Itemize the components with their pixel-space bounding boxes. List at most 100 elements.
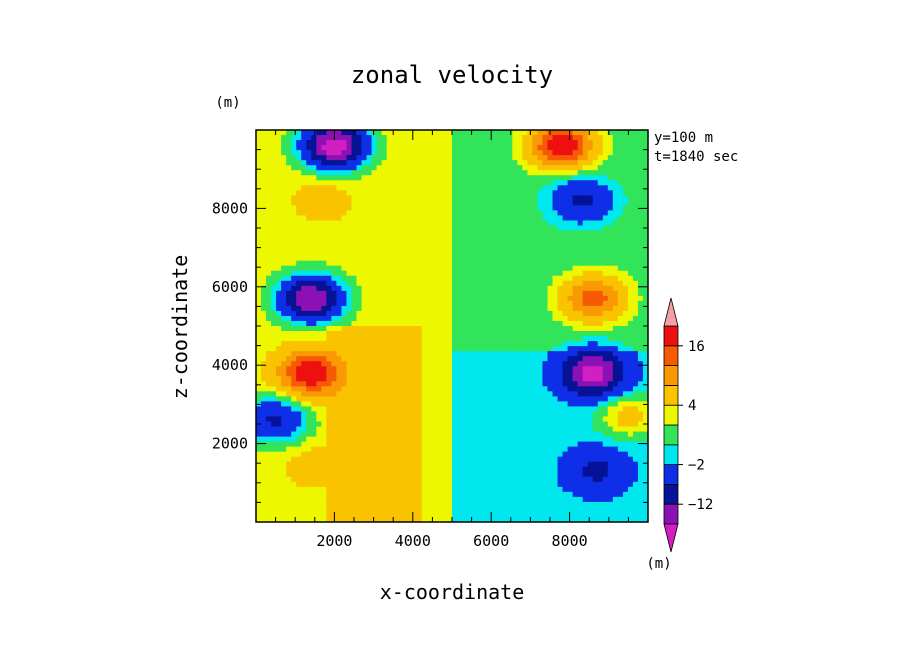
contour-cell xyxy=(286,210,292,217)
contour-cell xyxy=(557,280,564,287)
contour-cell xyxy=(452,290,458,297)
contour-cell xyxy=(446,225,453,232)
contour-cell xyxy=(376,451,383,458)
contour-cell xyxy=(331,215,338,222)
contour-cell xyxy=(452,381,458,387)
contour-cell xyxy=(401,300,408,307)
contour-cell xyxy=(467,160,473,166)
contour-cell xyxy=(542,456,549,463)
contour-cell xyxy=(276,366,282,372)
contour-cell xyxy=(301,446,307,453)
contour-cell xyxy=(497,356,503,362)
contour-cell xyxy=(517,446,523,453)
contour-cell xyxy=(562,205,569,212)
contour-cell xyxy=(441,265,448,272)
contour-cell xyxy=(431,265,438,272)
contour-cell xyxy=(472,386,478,392)
contour-cell xyxy=(271,320,277,327)
contour-cell xyxy=(411,426,418,433)
contour-cell xyxy=(271,386,277,392)
contour-cell xyxy=(446,260,453,267)
contour-cell xyxy=(286,406,292,413)
contour-cell xyxy=(557,341,564,347)
contour-cell xyxy=(321,255,327,262)
contour-cell xyxy=(296,436,302,443)
contour-cell xyxy=(296,451,302,458)
contour-cell xyxy=(492,230,498,237)
contour-cell xyxy=(316,441,322,448)
contour-cell xyxy=(281,130,287,136)
contour-cell xyxy=(507,230,513,237)
contour-cell xyxy=(381,361,388,367)
contour-cell xyxy=(301,215,307,222)
contour-cell xyxy=(411,411,418,418)
contour-cell xyxy=(477,300,483,307)
contour-cell xyxy=(572,431,579,438)
contour-cell xyxy=(271,371,277,377)
contour-cell xyxy=(507,305,513,312)
contour-cell xyxy=(532,411,539,418)
contour-cell xyxy=(361,240,368,247)
contour-cell xyxy=(487,411,493,418)
contour-cell xyxy=(391,260,398,267)
contour-cell xyxy=(547,200,554,206)
contour-cell xyxy=(507,155,513,161)
contour-cell xyxy=(291,411,297,418)
contour-cell xyxy=(462,155,468,161)
contour-cell xyxy=(316,366,322,372)
contour-cell xyxy=(542,501,549,508)
contour-cell xyxy=(411,486,418,493)
contour-cell xyxy=(537,331,544,337)
contour-cell xyxy=(472,486,478,493)
contour-cell xyxy=(512,416,518,423)
contour-cell xyxy=(527,461,534,468)
contour-cell xyxy=(386,351,393,357)
contour-cell xyxy=(276,411,282,418)
contour-cell xyxy=(426,285,433,292)
contour-cell xyxy=(497,426,503,433)
contour-cell xyxy=(271,180,277,186)
contour-cell xyxy=(552,446,559,453)
contour-cell xyxy=(276,140,282,146)
contour-cell xyxy=(291,250,297,257)
contour-cell xyxy=(311,245,317,252)
contour-cell xyxy=(396,376,403,382)
contour-cell xyxy=(356,341,363,347)
contour-cell xyxy=(446,285,453,292)
contour-cell xyxy=(507,356,513,362)
contour-cell xyxy=(497,491,503,498)
contour-cell xyxy=(256,290,262,297)
contour-cell xyxy=(256,496,262,503)
contour-cell xyxy=(366,516,373,522)
contour-cell xyxy=(261,255,267,262)
contour-cell xyxy=(271,461,277,468)
contour-cell xyxy=(457,511,463,518)
contour-cell xyxy=(331,431,338,438)
contour-cell xyxy=(281,210,287,217)
contour-cell xyxy=(482,185,488,191)
contour-cell xyxy=(261,421,267,428)
contour-cell xyxy=(406,501,413,508)
contour-cell xyxy=(391,265,398,272)
contour-cell xyxy=(321,245,327,252)
contour-cell xyxy=(271,446,277,453)
contour-cell xyxy=(426,295,433,302)
contour-cell xyxy=(321,155,327,161)
contour-cell xyxy=(502,245,508,252)
contour-cell xyxy=(467,200,473,206)
contour-cell xyxy=(396,411,403,418)
contour-cell xyxy=(562,315,569,322)
contour-cell xyxy=(452,386,458,392)
contour-cell xyxy=(301,180,307,186)
contour-cell xyxy=(502,275,508,282)
contour-cell xyxy=(411,130,418,136)
contour-cell xyxy=(462,245,468,252)
contour-cell xyxy=(276,361,282,367)
contour-cell xyxy=(271,195,277,201)
contour-cell xyxy=(276,391,282,397)
contour-cell xyxy=(271,295,277,302)
contour-cell xyxy=(351,175,358,181)
contour-cell xyxy=(532,516,539,522)
contour-cell xyxy=(557,150,564,156)
contour-cell xyxy=(306,391,312,397)
